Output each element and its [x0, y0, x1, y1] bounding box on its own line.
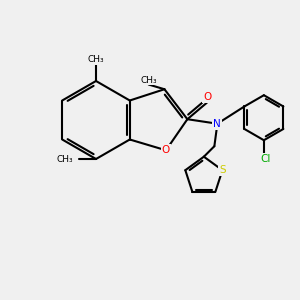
Text: Cl: Cl [260, 154, 271, 164]
Text: CH₃: CH₃ [57, 154, 74, 164]
Text: CH₃: CH₃ [140, 76, 157, 85]
Text: O: O [162, 145, 170, 155]
Text: N: N [214, 119, 221, 129]
Text: O: O [203, 92, 211, 102]
Text: CH₃: CH₃ [88, 56, 104, 64]
Text: S: S [219, 165, 226, 175]
